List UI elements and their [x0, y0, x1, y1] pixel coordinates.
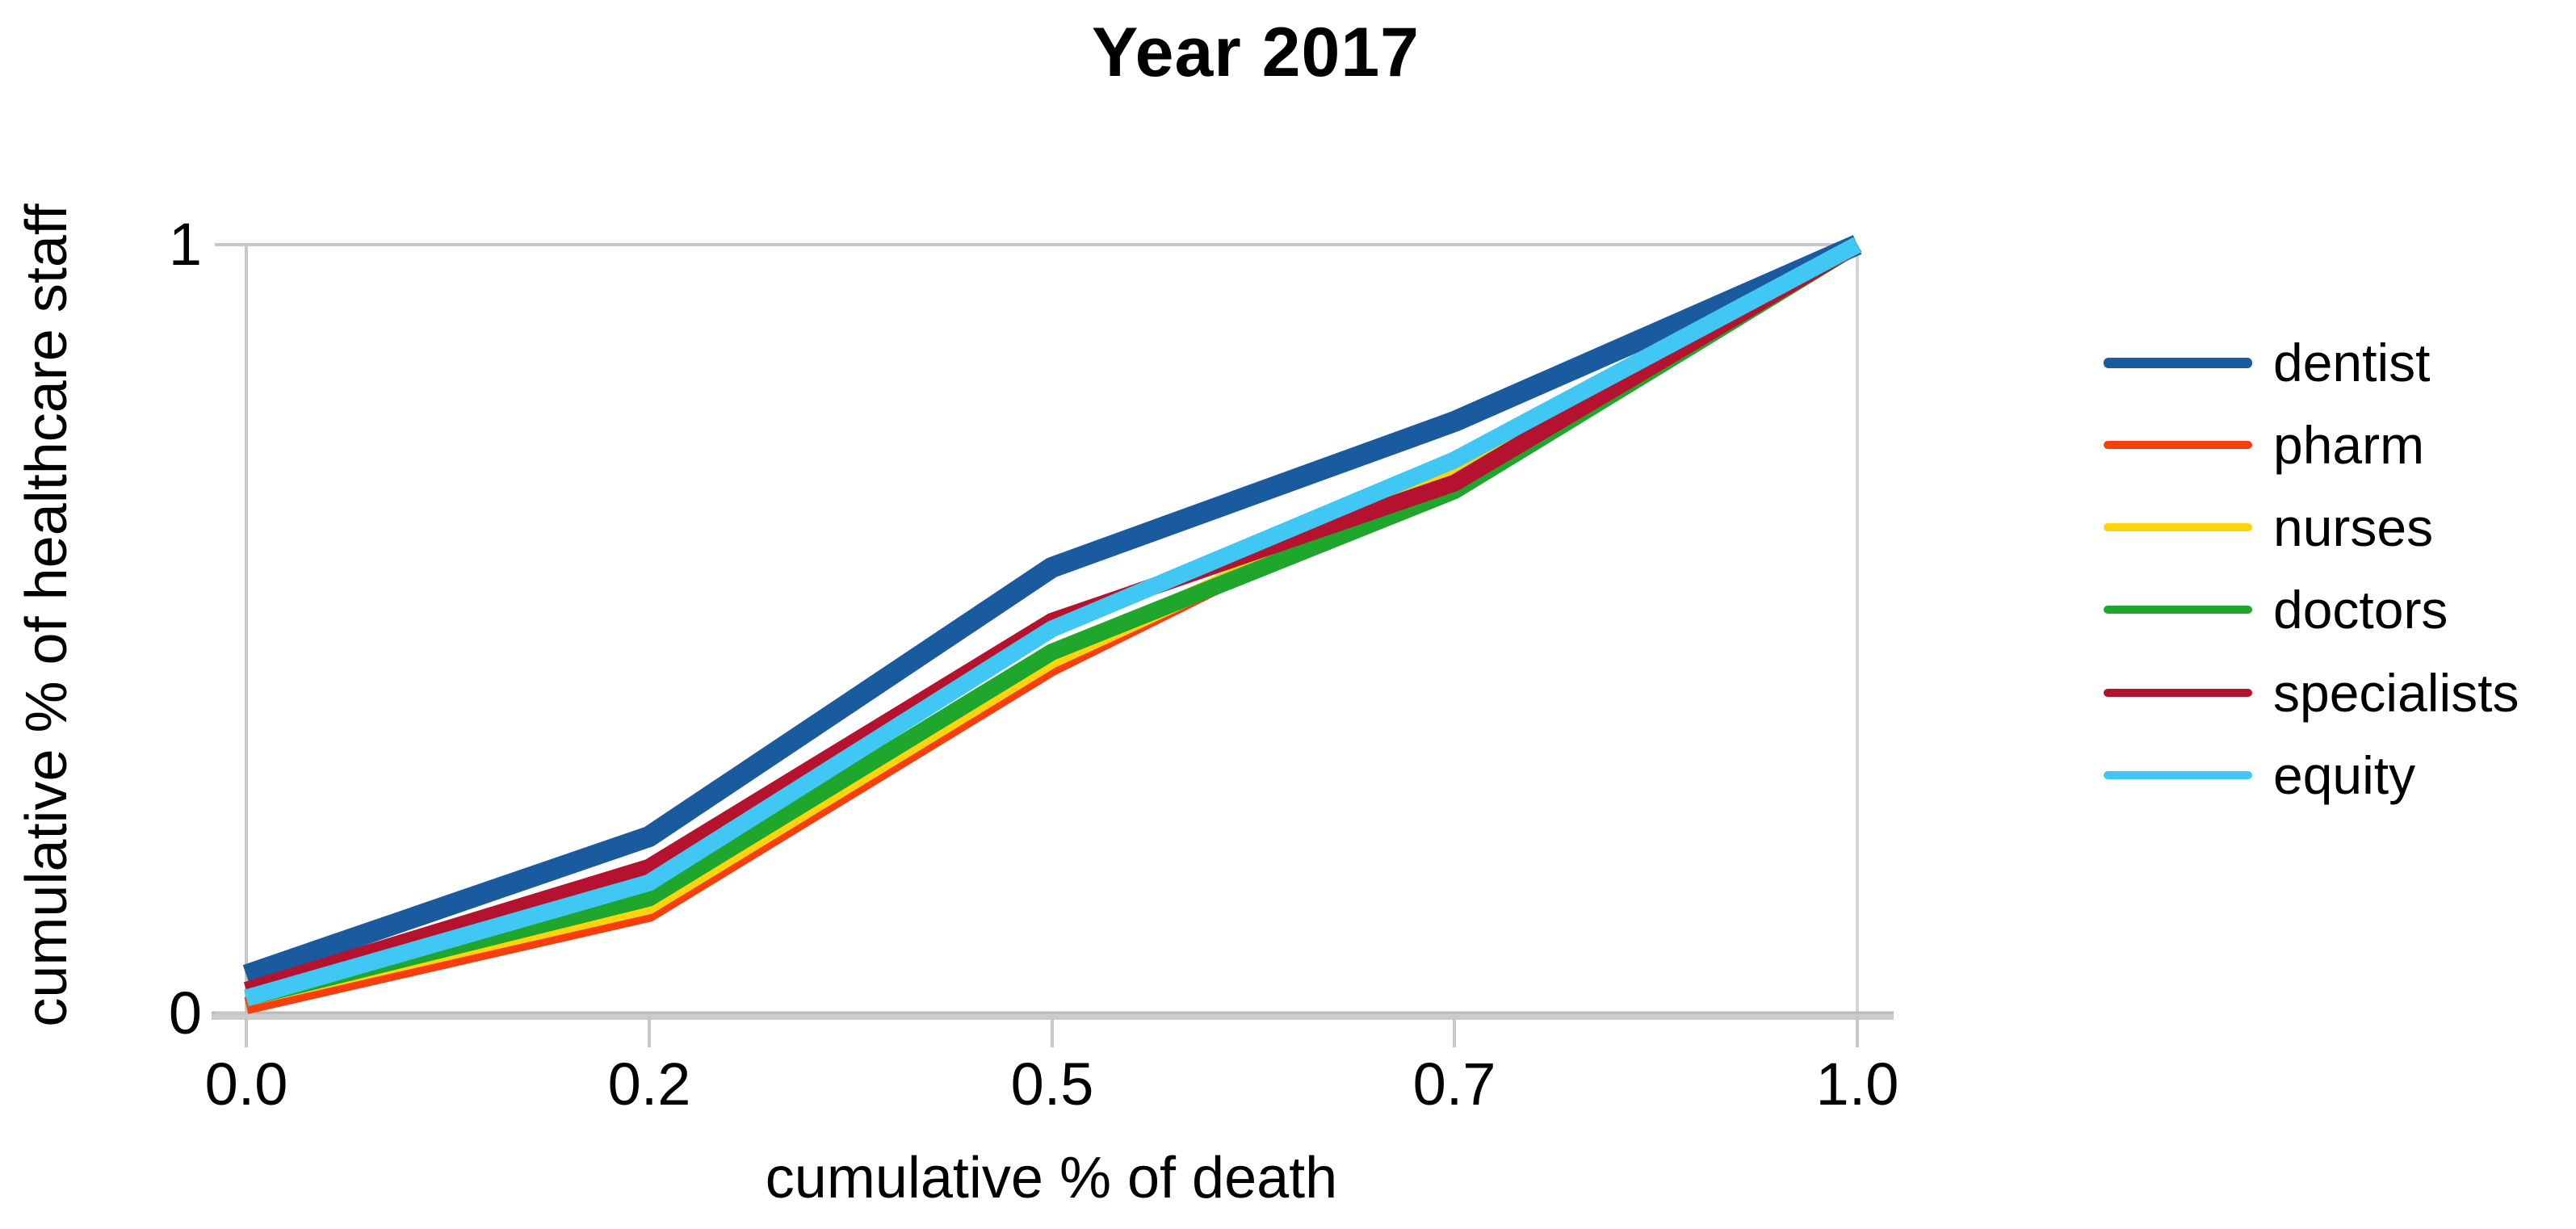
legend-item-specialists: specialists	[2104, 663, 2519, 723]
legend-item-equity: equity	[2104, 745, 2416, 805]
legend-label-equity: equity	[2273, 745, 2416, 805]
legend-item-doctors: doctors	[2104, 580, 2448, 640]
legend-label-doctors: doctors	[2273, 580, 2448, 640]
legend-label-specialists: specialists	[2273, 663, 2519, 723]
x-tick-label-0: 0.0	[204, 1051, 288, 1118]
y-axis-title: cumulative % of healthcare staff	[15, 203, 79, 1027]
legend-swatch-nurses	[2104, 523, 2252, 531]
chart-title: Year 2017	[1092, 14, 1420, 91]
x-tick-label-3: 0.7	[1412, 1051, 1496, 1118]
x-tick-label-1: 0.2	[607, 1051, 691, 1118]
series-line-equity	[244, 237, 1861, 1007]
legend-swatch-pharm	[2104, 441, 2252, 449]
legend-label-pharm: pharm	[2273, 415, 2425, 475]
legend-swatch-equity	[2104, 771, 2252, 779]
x-tick-label-4: 1.0	[1815, 1051, 1899, 1118]
legend-label-nurses: nurses	[2273, 497, 2434, 557]
x-tick-label-2: 0.5	[1010, 1051, 1094, 1118]
legend-label-dentist: dentist	[2273, 333, 2431, 392]
legend-item-nurses: nurses	[2104, 497, 2434, 557]
y-tick-label-1: 1	[168, 211, 202, 278]
series-lines-group	[242, 235, 1862, 1014]
x-axis-title: cumulative % of death	[765, 1146, 1338, 1210]
legend-item-dentist: dentist	[2104, 333, 2430, 392]
y-tick-label-0: 0	[168, 979, 202, 1047]
legend-swatch-doctors	[2104, 606, 2252, 614]
legend-swatch-dentist	[2104, 357, 2252, 368]
legend-swatch-specialists	[2104, 689, 2252, 697]
legend-item-pharm: pharm	[2104, 415, 2425, 475]
series-line-dentist	[242, 235, 1862, 985]
